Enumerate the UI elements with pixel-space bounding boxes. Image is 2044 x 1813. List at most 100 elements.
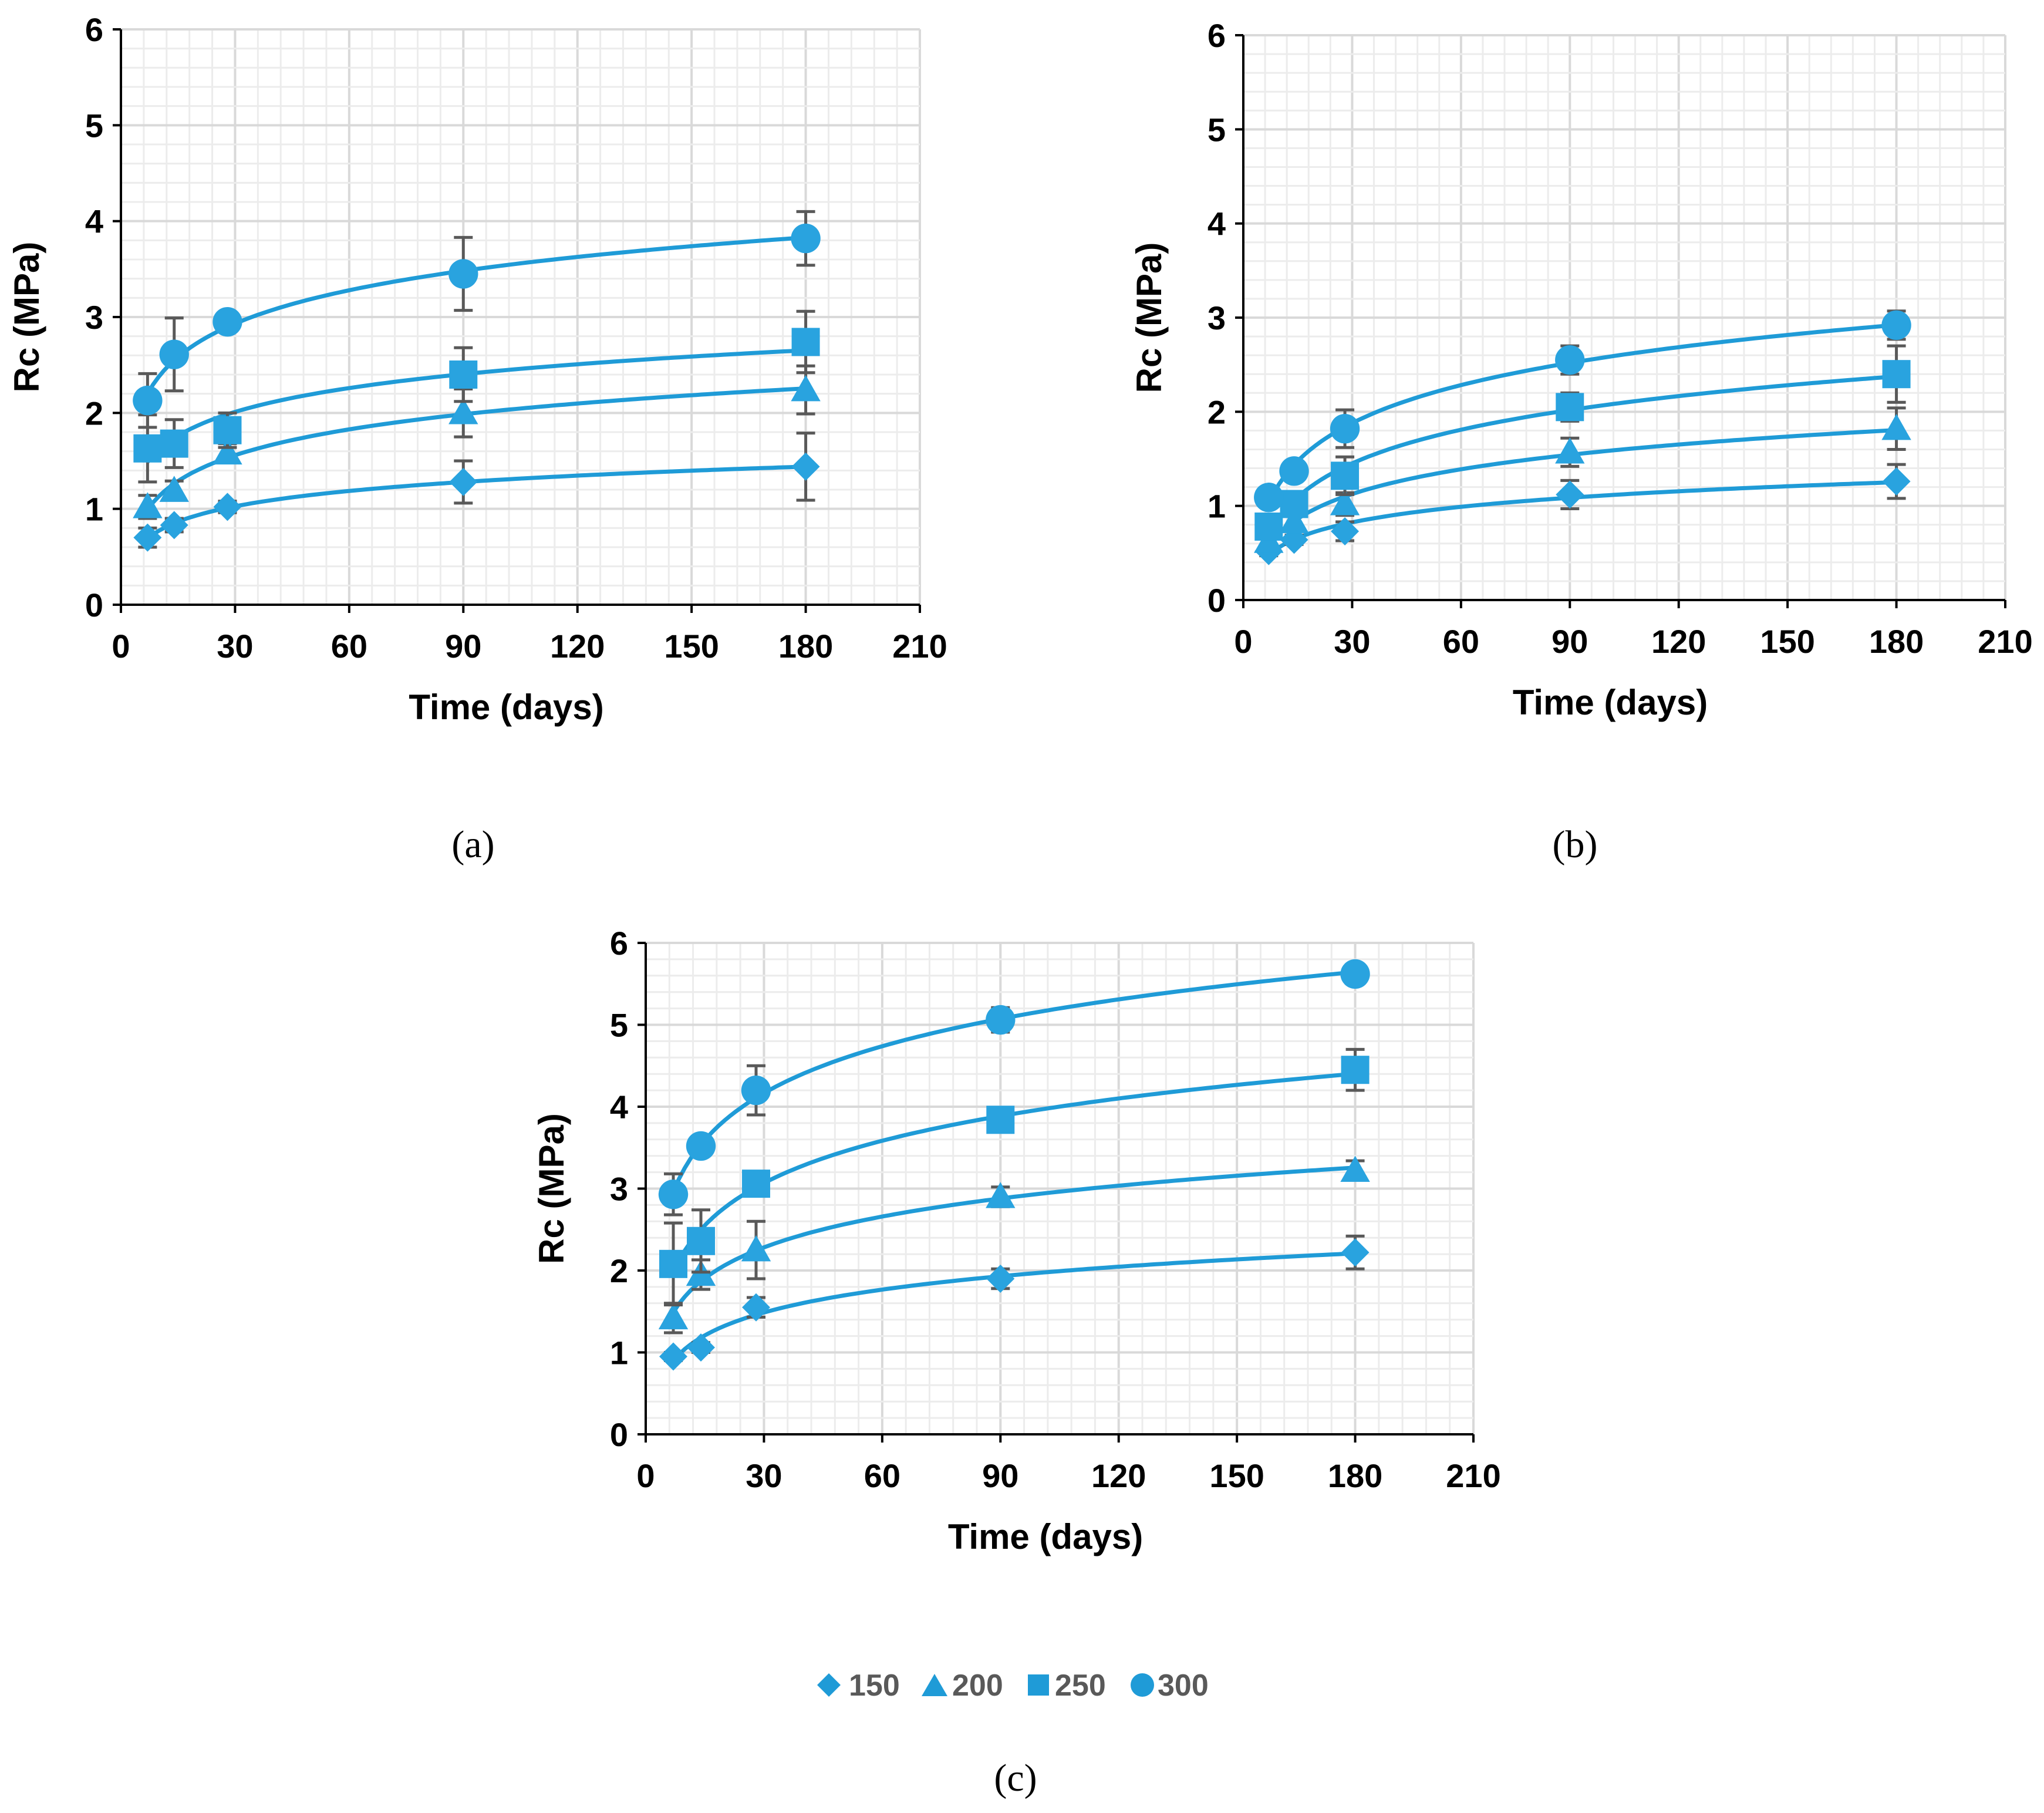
legend-marker-circle	[1131, 1673, 1154, 1697]
data-point-diamond	[687, 1333, 715, 1362]
data-point-triangle	[448, 398, 478, 424]
data-point-circle	[213, 306, 242, 337]
trendline-200	[146, 386, 806, 511]
x-tick-label: 120	[1091, 1457, 1146, 1494]
data-point-circle	[1279, 456, 1309, 486]
legend-label-300: 300	[1158, 1669, 1209, 1703]
x-tick-label: 150	[664, 628, 719, 665]
data-point-triangle	[1330, 489, 1360, 515]
y-tick-label: 0	[1207, 582, 1226, 619]
legend-item-200: 200	[922, 1669, 1003, 1703]
data-point-square	[659, 1249, 687, 1278]
data-point-circle	[448, 259, 478, 289]
trendline-150	[672, 1251, 1355, 1362]
data-point-diamond	[986, 1264, 1015, 1293]
panel-c-label: (c)	[994, 1757, 1037, 1799]
data-point-circle	[1340, 959, 1370, 989]
data-point-square	[160, 429, 188, 458]
x-tick-label: 60	[864, 1457, 900, 1494]
legend-item-300: 300	[1131, 1669, 1209, 1703]
y-tick-label: 4	[1207, 205, 1226, 242]
panel-b-label: (b)	[1553, 823, 1598, 866]
y-tick-label: 3	[1207, 299, 1226, 336]
data-point-triangle	[986, 1182, 1016, 1208]
data-point-circle	[1881, 310, 1911, 341]
data-point-circle	[791, 223, 821, 254]
series-150	[133, 432, 820, 552]
x-tick-label: 60	[331, 628, 367, 665]
y-axis-title: Rc (MPa)	[1129, 242, 1169, 393]
data-point-circle	[741, 1075, 771, 1106]
y-axis-title: Rc (MPa)	[532, 1113, 571, 1264]
data-point-circle	[133, 385, 163, 416]
data-point-triangle	[213, 438, 242, 465]
data-point-triangle	[133, 492, 163, 518]
y-tick-label: 4	[610, 1089, 628, 1125]
y-tick-label: 2	[610, 1252, 628, 1289]
panel-b: 0 30 60 90 120 150 180 210 0 1 2 3 4 5 6 Time (days) Rc …	[1129, 17, 2033, 722]
grid	[120, 28, 921, 606]
data-point-diamond	[133, 523, 162, 552]
series-300	[658, 959, 1370, 1216]
data-point-diamond	[160, 511, 188, 540]
series-200	[658, 1155, 1370, 1335]
x-tick-label: 210	[892, 628, 947, 665]
data-point-diamond	[1331, 517, 1360, 545]
trendline-200	[672, 1165, 1355, 1313]
trendline-200	[1267, 428, 1897, 548]
legend-label-150: 150	[849, 1669, 900, 1703]
legend-marker-diamond	[817, 1673, 841, 1697]
legend-marker-square	[1028, 1674, 1049, 1696]
panel-a-label: (a)	[451, 823, 494, 866]
x-tick-label: 30	[217, 628, 253, 665]
x-tick-label: 120	[550, 628, 605, 665]
x-tick-label: 210	[1978, 623, 2032, 660]
data-point-square	[1280, 490, 1308, 518]
data-point-square	[791, 328, 820, 356]
x-tick-label: 0	[636, 1457, 655, 1494]
y-tick-label: 2	[85, 395, 103, 432]
data-point-diamond	[1882, 467, 1911, 496]
data-point-triangle	[741, 1235, 771, 1262]
data-point-square	[1556, 393, 1584, 422]
data-point-square	[986, 1106, 1015, 1134]
y-tick-label: 3	[610, 1171, 628, 1208]
y-tick-label: 6	[610, 925, 628, 962]
series-150	[659, 1234, 1370, 1371]
data-point-square	[449, 360, 478, 389]
data-point-square	[213, 416, 242, 444]
y-tick-label: 6	[1207, 17, 1226, 54]
panel-a: 0 30 60 90 120 150 180 210 0 1 2 3 4 5 6 Time (days) Rc …	[7, 11, 947, 727]
x-axis-title: Time (days)	[1513, 683, 1708, 722]
data-point-circle	[1330, 413, 1360, 444]
data-point-triangle	[1279, 507, 1309, 534]
data-point-triangle	[658, 1303, 689, 1330]
y-tick-label: 5	[610, 1007, 628, 1044]
legend-item-150: 150	[817, 1669, 900, 1703]
data-point-circle	[1555, 345, 1585, 375]
panel-c: 0 30 60 90 120 150 180 210 0 1 2 3 4 5 6 Time (days) Rc …	[532, 925, 1501, 1556]
x-tick-label: 180	[1328, 1457, 1382, 1494]
data-point-square	[1341, 1056, 1370, 1084]
x-tick-label: 0	[112, 628, 130, 665]
y-tick-label: 1	[1207, 488, 1226, 525]
x-tick-label: 150	[1209, 1457, 1264, 1494]
data-point-circle	[986, 1005, 1016, 1035]
data-point-square	[1254, 512, 1283, 541]
y-tick-label: 3	[85, 299, 103, 336]
x-tick-label: 90	[445, 628, 481, 665]
series-250	[1254, 344, 1911, 541]
data-point-triangle	[1340, 1155, 1370, 1182]
legend-marker-triangle	[922, 1674, 947, 1696]
data-point-circle	[658, 1180, 689, 1209]
data-point-diamond	[659, 1342, 687, 1371]
data-point-diamond	[449, 467, 478, 496]
x-tick-label: 180	[1869, 623, 1924, 660]
x-tick-label: 30	[1334, 623, 1370, 660]
series-250	[659, 1047, 1370, 1307]
x-tick-label: 60	[1443, 623, 1479, 660]
x-tick-label: 30	[746, 1457, 782, 1494]
y-tick-label: 1	[610, 1335, 628, 1371]
y-tick-label: 0	[610, 1416, 628, 1453]
